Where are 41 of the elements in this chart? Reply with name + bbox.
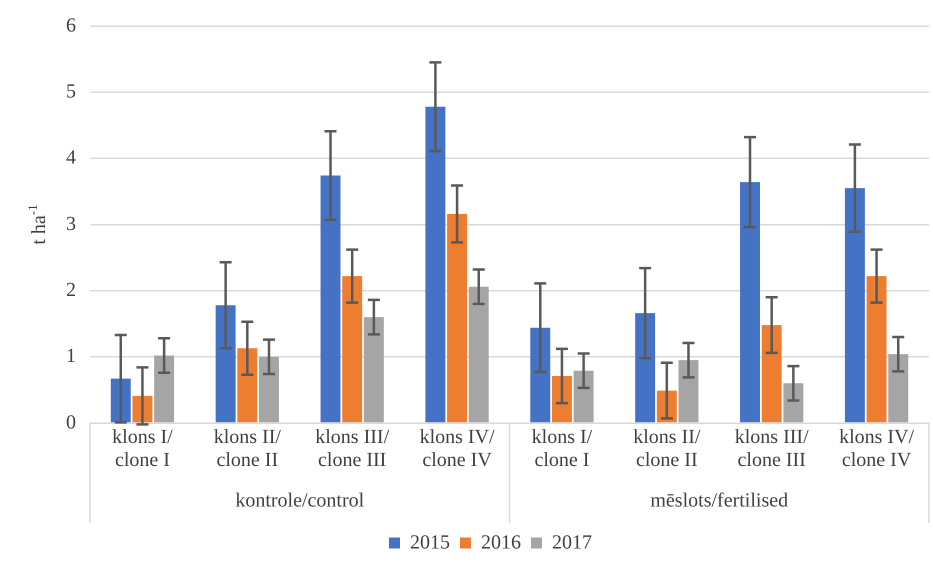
bar bbox=[678, 360, 698, 422]
bar bbox=[342, 276, 362, 422]
y-tick-label: 0 bbox=[66, 411, 76, 434]
x-tick-label: klons I/clone I bbox=[112, 426, 174, 471]
y-tick-label: 2 bbox=[66, 278, 76, 301]
x-tick-label: klons III/clone III bbox=[315, 426, 390, 471]
bar bbox=[783, 383, 804, 422]
x-tick-label: klons III/clone III bbox=[734, 426, 810, 471]
legend-label: 2016 bbox=[481, 531, 521, 554]
bar bbox=[468, 286, 489, 422]
bar bbox=[762, 325, 782, 422]
y-tick-label: 4 bbox=[66, 146, 76, 169]
legend-label: 2015 bbox=[410, 531, 450, 554]
x-tick-label: klons IV/clone IV bbox=[839, 426, 915, 471]
y-tick-label: 3 bbox=[66, 212, 76, 235]
bar bbox=[888, 354, 908, 422]
bar bbox=[259, 356, 279, 422]
legend-label: 2017 bbox=[552, 531, 592, 554]
y-tick-label: 5 bbox=[66, 80, 76, 102]
x-tick-label: klons II/clone II bbox=[214, 426, 282, 471]
bar bbox=[237, 348, 258, 422]
bar bbox=[866, 276, 887, 422]
text: mēslots/fertilised bbox=[650, 489, 788, 512]
x-tick-label: klons II/clone II bbox=[633, 426, 701, 471]
x-tick-label: klons I/clone I bbox=[532, 426, 593, 471]
bar bbox=[364, 317, 384, 422]
bar bbox=[447, 214, 468, 422]
bar bbox=[154, 356, 174, 422]
y-tick-label: 6 bbox=[66, 14, 76, 36]
bar bbox=[844, 188, 865, 422]
bar bbox=[740, 182, 760, 422]
bar bbox=[216, 305, 236, 422]
y-tick-label: 1 bbox=[66, 345, 76, 368]
bar bbox=[635, 313, 656, 422]
bar bbox=[320, 176, 340, 422]
y-axis-title: t ha-1 bbox=[25, 204, 50, 245]
bar bbox=[530, 328, 550, 422]
bar bbox=[574, 370, 594, 422]
bar bbox=[425, 106, 446, 422]
text: kontrole/control bbox=[235, 489, 365, 512]
x-tick-label: klons IV/clone IV bbox=[420, 426, 496, 471]
